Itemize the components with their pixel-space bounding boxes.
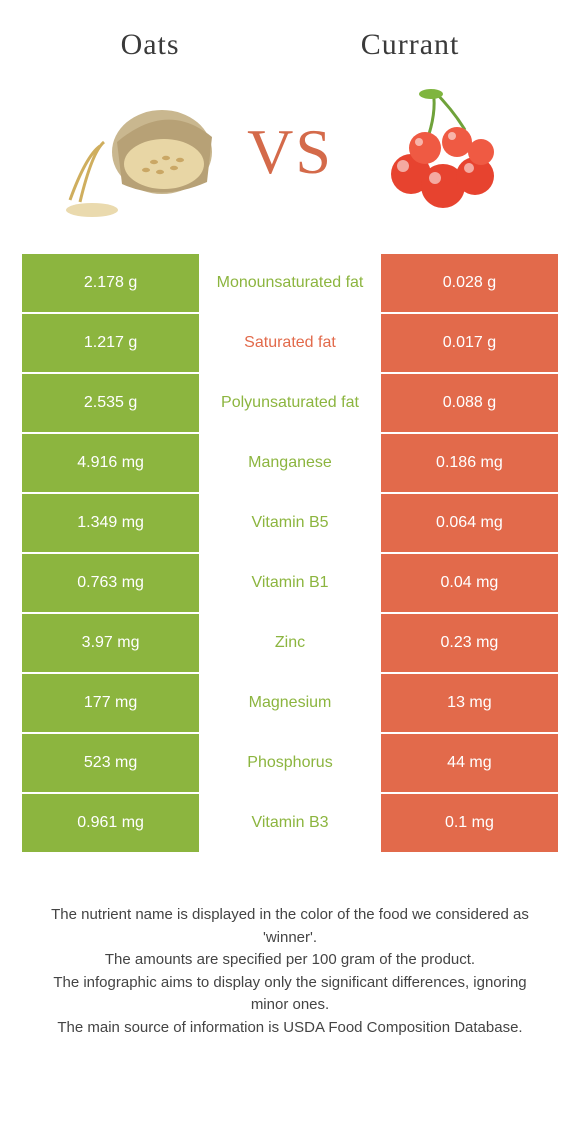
table-row: 523 mgPhosphorus44 mg bbox=[21, 733, 559, 793]
nutrient-label: Vitamin B5 bbox=[200, 493, 380, 553]
table-row: 3.97 mgZinc0.23 mg bbox=[21, 613, 559, 673]
right-value: 0.186 mg bbox=[380, 433, 559, 493]
right-value: 44 mg bbox=[380, 733, 559, 793]
nutrient-label: Manganese bbox=[200, 433, 380, 493]
footer-line: The infographic aims to display only the… bbox=[40, 972, 540, 1017]
left-value: 177 mg bbox=[21, 673, 200, 733]
left-value: 1.217 g bbox=[21, 313, 200, 373]
right-food-title: Currant bbox=[361, 28, 460, 62]
right-value: 0.088 g bbox=[380, 373, 559, 433]
vs-label: VS bbox=[247, 115, 333, 189]
right-value: 0.028 g bbox=[380, 253, 559, 313]
nutrient-label: Zinc bbox=[200, 613, 380, 673]
right-value: 13 mg bbox=[380, 673, 559, 733]
table-row: 2.535 gPolyunsaturated fat0.088 g bbox=[21, 373, 559, 433]
footer-line: The main source of information is USDA F… bbox=[40, 1017, 540, 1040]
left-value: 2.535 g bbox=[21, 373, 200, 433]
left-value: 523 mg bbox=[21, 733, 200, 793]
currant-image bbox=[353, 82, 518, 222]
comparison-table: 2.178 gMonounsaturated fat0.028 g1.217 g… bbox=[20, 252, 560, 854]
left-value: 2.178 g bbox=[21, 253, 200, 313]
footer-notes: The nutrient name is displayed in the co… bbox=[0, 854, 580, 1039]
footer-line: The amounts are specified per 100 gram o… bbox=[40, 949, 540, 972]
nutrient-label: Phosphorus bbox=[200, 733, 380, 793]
left-value: 4.916 mg bbox=[21, 433, 200, 493]
left-value: 0.961 mg bbox=[21, 793, 200, 853]
oats-image bbox=[62, 82, 227, 222]
nutrient-label: Vitamin B3 bbox=[200, 793, 380, 853]
nutrient-label: Magnesium bbox=[200, 673, 380, 733]
left-value: 3.97 mg bbox=[21, 613, 200, 673]
vs-row: VS bbox=[0, 72, 580, 252]
right-value: 0.04 mg bbox=[380, 553, 559, 613]
nutrient-label: Polyunsaturated fat bbox=[200, 373, 380, 433]
left-value: 0.763 mg bbox=[21, 553, 200, 613]
table-row: 177 mgMagnesium13 mg bbox=[21, 673, 559, 733]
right-value: 0.1 mg bbox=[380, 793, 559, 853]
nutrient-label: Monounsaturated fat bbox=[200, 253, 380, 313]
table-row: 1.217 gSaturated fat0.017 g bbox=[21, 313, 559, 373]
right-value: 0.064 mg bbox=[380, 493, 559, 553]
right-value: 0.23 mg bbox=[380, 613, 559, 673]
table-row: 0.763 mgVitamin B10.04 mg bbox=[21, 553, 559, 613]
left-value: 1.349 mg bbox=[21, 493, 200, 553]
header: Oats Currant bbox=[0, 0, 580, 72]
left-food-title: Oats bbox=[121, 28, 180, 62]
table-row: 0.961 mgVitamin B30.1 mg bbox=[21, 793, 559, 853]
table-row: 4.916 mgManganese0.186 mg bbox=[21, 433, 559, 493]
nutrient-label: Vitamin B1 bbox=[200, 553, 380, 613]
nutrient-label: Saturated fat bbox=[200, 313, 380, 373]
right-value: 0.017 g bbox=[380, 313, 559, 373]
table-row: 2.178 gMonounsaturated fat0.028 g bbox=[21, 253, 559, 313]
footer-line: The nutrient name is displayed in the co… bbox=[40, 904, 540, 949]
table-row: 1.349 mgVitamin B50.064 mg bbox=[21, 493, 559, 553]
